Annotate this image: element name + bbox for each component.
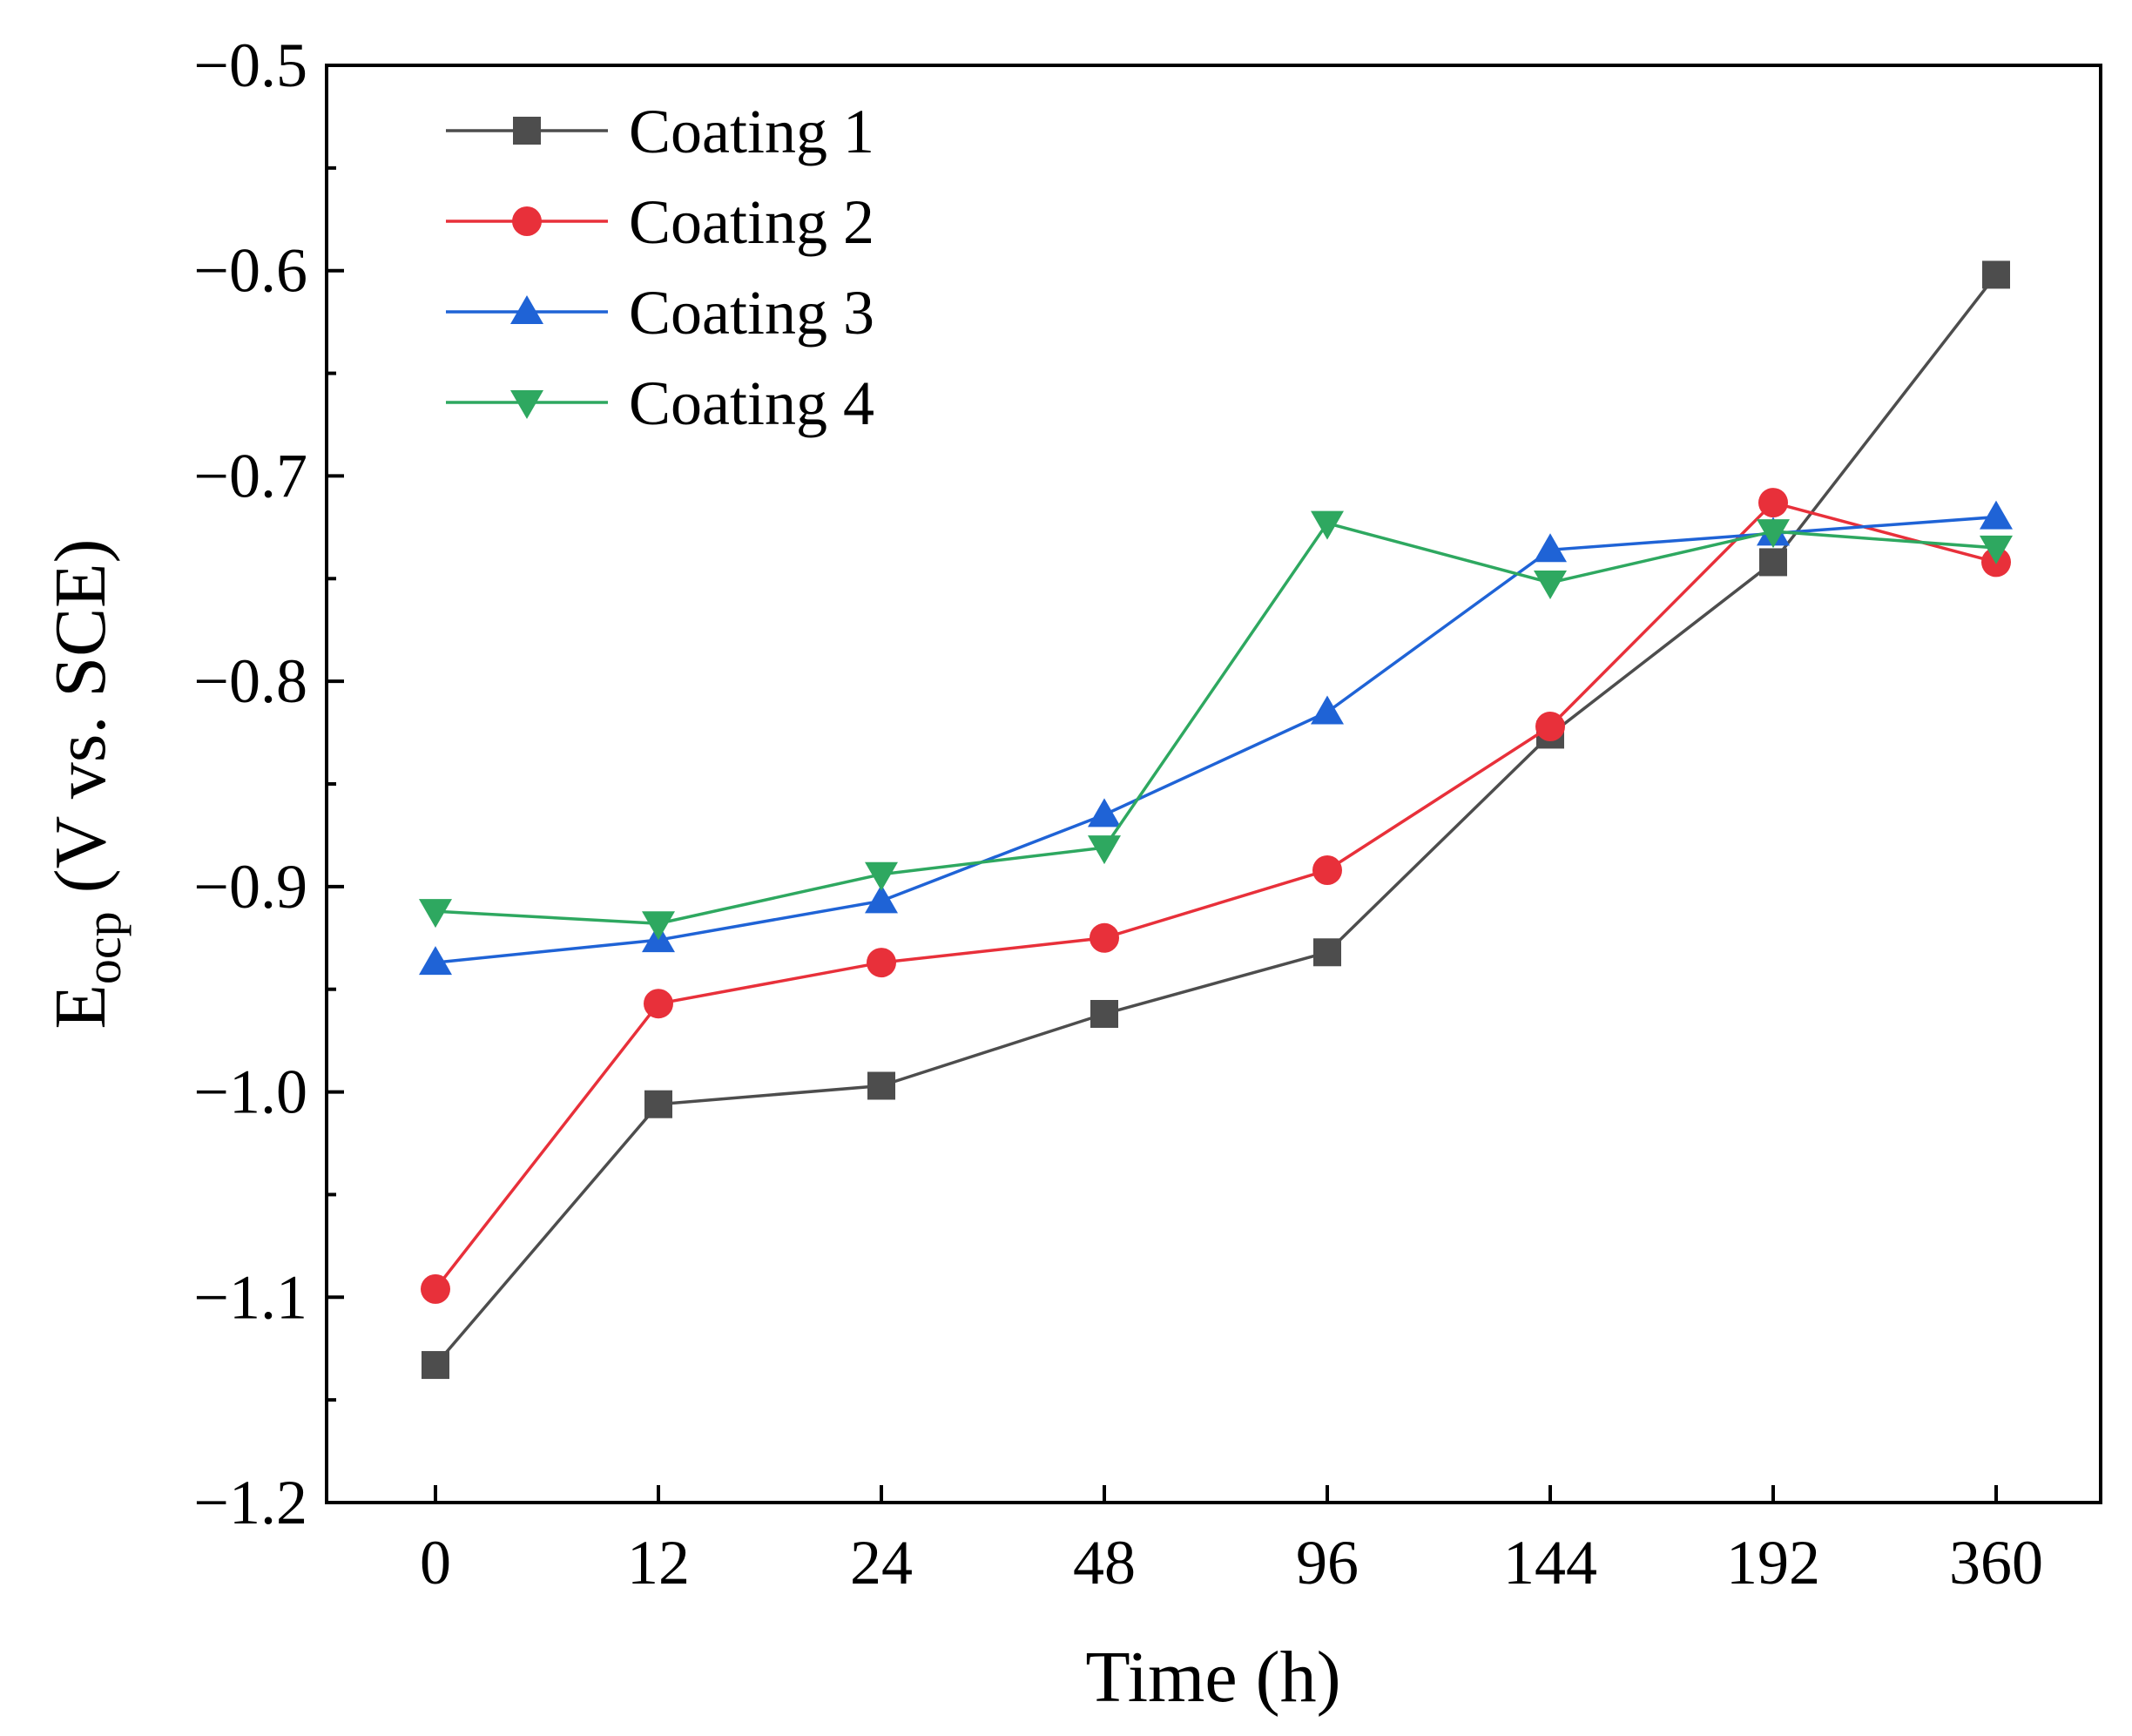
legend-item: Coating 3 <box>446 278 874 348</box>
series-line <box>435 521 1997 926</box>
x-tick-label: 192 <box>1726 1528 1820 1598</box>
data-point <box>1534 571 1567 599</box>
legend-item: Coating 1 <box>446 97 874 166</box>
y-tick-label: −0.9 <box>193 852 307 922</box>
legend-label: Coating 2 <box>629 187 874 257</box>
y-tick-label: −1.0 <box>193 1057 307 1127</box>
data-point <box>1980 500 2013 530</box>
series-4 <box>419 510 2013 941</box>
legend-marker <box>512 206 542 236</box>
x-axis-title: Time (h) <box>1085 1637 1340 1718</box>
data-point <box>1980 535 2013 564</box>
data-point <box>1088 798 1121 827</box>
legend-label: Coating 1 <box>629 97 874 166</box>
data-point <box>865 861 898 891</box>
series-layer <box>419 260 2013 1380</box>
data-point <box>1312 855 1342 885</box>
x-axis-ticks: 0 12 24 48 96 144 192 360 <box>420 1485 2043 1598</box>
legend-marker <box>513 117 541 145</box>
legend-marker <box>510 390 543 419</box>
y-tick-label: −0.5 <box>193 30 307 100</box>
y-tick-label: −0.7 <box>193 441 307 510</box>
x-tick-label: 360 <box>1949 1528 2043 1598</box>
y-tick-label: −0.6 <box>193 236 307 306</box>
y-axis-title-sub: ocp <box>75 911 132 984</box>
y-tick-label: −0.8 <box>193 646 307 716</box>
data-point <box>1757 519 1790 549</box>
x-tick-label: 48 <box>1073 1528 1136 1598</box>
data-point <box>644 1090 672 1118</box>
x-tick-label: 24 <box>850 1528 913 1598</box>
data-point <box>1090 1000 1118 1028</box>
data-point <box>1982 260 2010 289</box>
y-axis-title-main: E <box>40 984 121 1029</box>
data-point <box>1535 712 1565 741</box>
series-2 <box>421 488 2011 1304</box>
y-tick-label: −1.2 <box>193 1468 307 1537</box>
data-point <box>865 884 898 914</box>
series-line <box>434 274 1998 1367</box>
data-point <box>1090 922 1119 953</box>
data-point <box>419 946 452 976</box>
plot-frame <box>325 64 2102 1504</box>
series-line <box>434 501 1997 1290</box>
series-line <box>435 515 1997 964</box>
data-point <box>642 911 675 941</box>
legend-item: Coating 4 <box>446 368 874 438</box>
x-tick-label: 12 <box>627 1528 690 1598</box>
data-point <box>1758 488 1788 518</box>
data-point <box>1759 548 1787 577</box>
legend-label: Coating 3 <box>629 278 874 348</box>
data-point <box>1313 938 1341 967</box>
data-point <box>644 989 673 1019</box>
x-tick-label: 144 <box>1503 1528 1597 1598</box>
data-point <box>422 1351 449 1380</box>
y-axis-title-rest: (V vs. SCE) <box>40 539 121 912</box>
legend-item: Coating 2 <box>446 187 874 257</box>
data-point <box>1534 533 1567 563</box>
data-point <box>867 948 896 978</box>
data-point <box>1088 835 1121 865</box>
data-point <box>867 1071 895 1100</box>
data-point <box>421 1273 450 1304</box>
data-point <box>1311 510 1344 540</box>
y-axis-ticks: −1.2 −1.1 −1.0 −0.9 −0.8 −0.7 −0.6 −0.5 <box>193 30 344 1537</box>
series-1 <box>422 260 2010 1380</box>
y-axis-title: Eocp (V vs. SCE) <box>40 539 132 1030</box>
legend-marker <box>510 295 543 324</box>
x-tick-label: 0 <box>420 1528 451 1598</box>
data-point <box>419 899 452 929</box>
y-tick-label: −1.1 <box>193 1262 307 1332</box>
legend-label: Coating 4 <box>629 368 874 438</box>
data-point <box>1311 695 1344 725</box>
legend: Coating 1 Coating 2 Coating 3 Coating 4 <box>446 97 874 438</box>
x-tick-label: 96 <box>1296 1528 1359 1598</box>
